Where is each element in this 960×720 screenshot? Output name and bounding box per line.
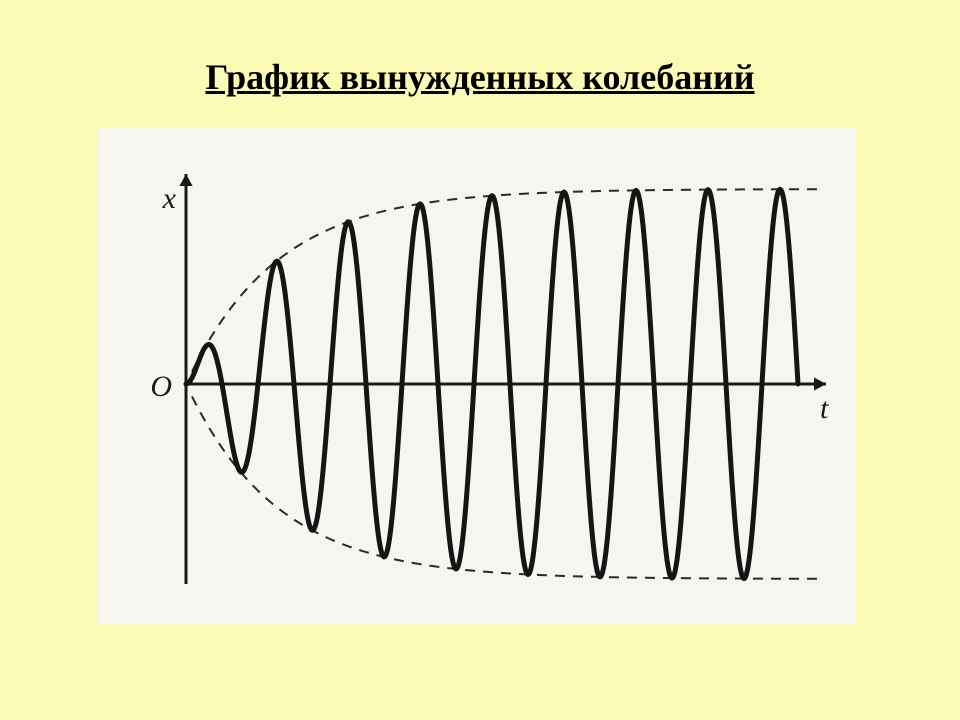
slide-page: График вынужденных колебаний x t O <box>0 0 960 720</box>
forced-oscillation-chart: x t O <box>98 128 856 624</box>
origin-label: O <box>150 370 172 403</box>
y-axis-label: x <box>162 182 177 215</box>
slide-title: График вынужденных колебаний <box>0 56 960 98</box>
x-axis-label: t <box>820 392 829 425</box>
chart-panel: x t O <box>98 128 856 624</box>
axes <box>179 174 826 584</box>
